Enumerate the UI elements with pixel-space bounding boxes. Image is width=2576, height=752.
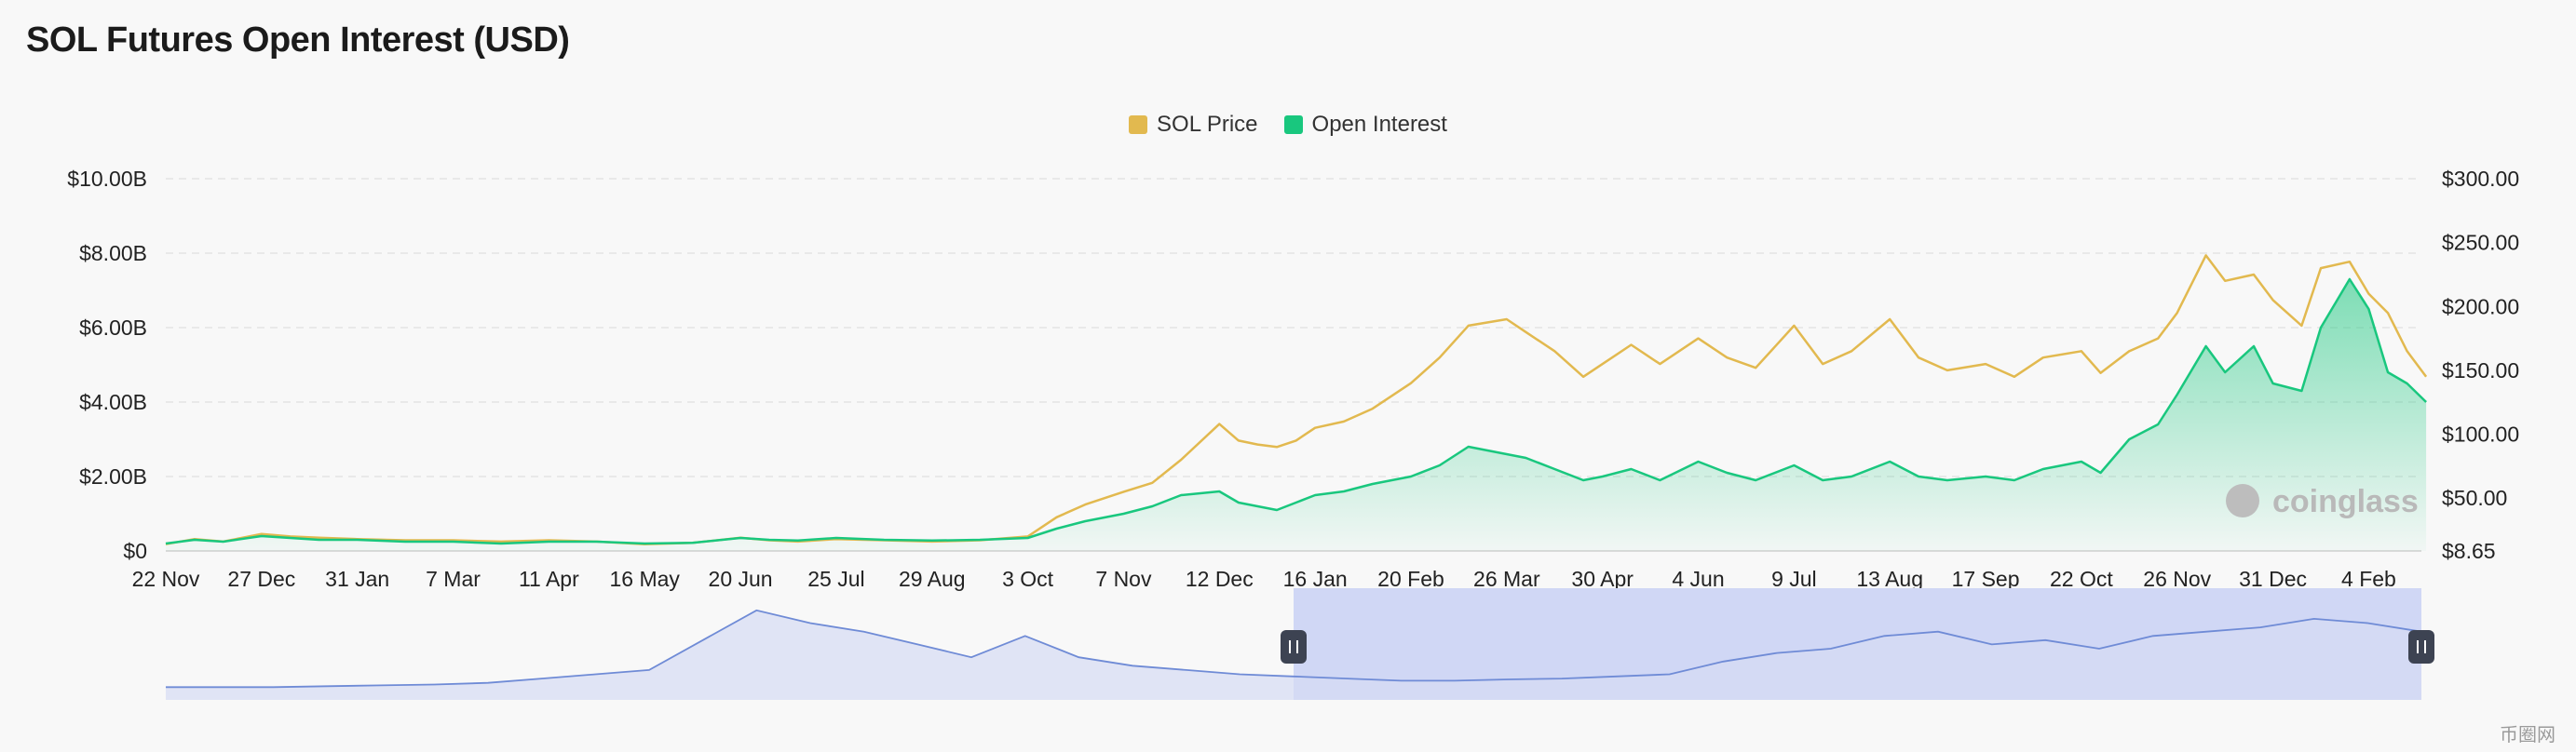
legend: SOL Price Open Interest [0,112,2576,138]
open-interest-area [166,279,2427,551]
x-axis-tick-label: 9 Jul [1771,567,1817,591]
right-axis-tick-label: $150.00 [2442,358,2519,383]
watermark-text: coinglass [2272,484,2419,519]
left-axis-tick-label: $4.00B [79,390,147,414]
x-axis-tick-label: 26 Mar [1473,567,1540,591]
legend-label-sol-price: SOL Price [1157,112,1258,137]
x-axis-tick-label: 7 Nov [1095,567,1152,591]
navigator-handle-right[interactable] [2408,630,2434,664]
x-axis-tick-label: 22 Oct [2050,567,2113,591]
x-axis-tick-label: 11 Apr [519,567,579,591]
x-axis-tick-label: 17 Sep [1952,567,2020,591]
x-axis-tick-label: 27 Dec [227,567,295,591]
x-axis-tick-label: 29 Aug [899,567,966,591]
left-axis-tick-label: $2.00B [79,464,147,489]
legend-label-open-interest: Open Interest [1311,112,1447,137]
right-axis-tick-label: $100.00 [2442,423,2519,447]
x-axis-tick-label: 31 Jan [325,567,389,591]
x-axis-tick-label: 7 Mar [426,567,481,591]
open-interest-line [165,277,2427,545]
navigator-line [166,609,2422,689]
x-axis-tick-label: 16 Jan [1283,567,1348,591]
legend-item-open-interest[interactable]: Open Interest [1283,112,1447,138]
chart-title: SOL Futures Open Interest (USD) [26,20,570,60]
x-axis-tick-label: 4 Feb [2341,567,2396,591]
left-axis-tick-label: $6.00B [79,316,147,340]
legend-swatch-sol-price [1129,115,1148,134]
right-axis-tick-label: $50.00 [2442,486,2507,510]
x-axis-tick-label: 12 Dec [1186,567,1254,591]
x-axis-tick-label: 20 Jun [709,567,773,591]
right-axis-tick-label: $300.00 [2442,167,2519,191]
x-axis-tick-label: 16 May [610,567,681,591]
watermark-logo-icon [2226,484,2259,517]
left-axis-tick-label: $8.00B [79,241,147,265]
legend-swatch-open-interest [1283,115,1303,134]
x-axis-tick-label: 20 Feb [1377,567,1444,591]
navigator-handle-body [2408,630,2434,664]
x-axis-tick-label: 22 Nov [132,567,200,591]
x-axis-tick-label: 3 Oct [1002,567,1054,591]
navigator-area [166,610,2421,700]
right-axis-tick-label: $250.00 [2442,231,2519,255]
x-axis-tick-label: 26 Nov [2143,567,2211,591]
right-axis-tick-label: $8.65 [2442,539,2496,563]
navigator-handle-body [1281,630,1307,664]
x-axis-tick-label: 25 Jul [807,567,864,591]
legend-item-sol-price[interactable]: SOL Price [1129,112,1258,138]
left-axis-tick-label: $0 [123,539,147,563]
x-axis-tick-label: 4 Jun [1672,567,1724,591]
left-axis-tick-label: $10.00B [67,167,147,191]
corner-logo: 币圈网 [2500,725,2556,745]
x-axis-tick-label: 30 Apr [1571,567,1634,591]
navigator-handle-left[interactable] [1281,630,1307,664]
x-axis-tick-label: 13 Aug [1856,567,1923,591]
x-axis-tick-label: 31 Dec [2239,567,2307,591]
right-axis-tick-label: $200.00 [2442,294,2519,318]
